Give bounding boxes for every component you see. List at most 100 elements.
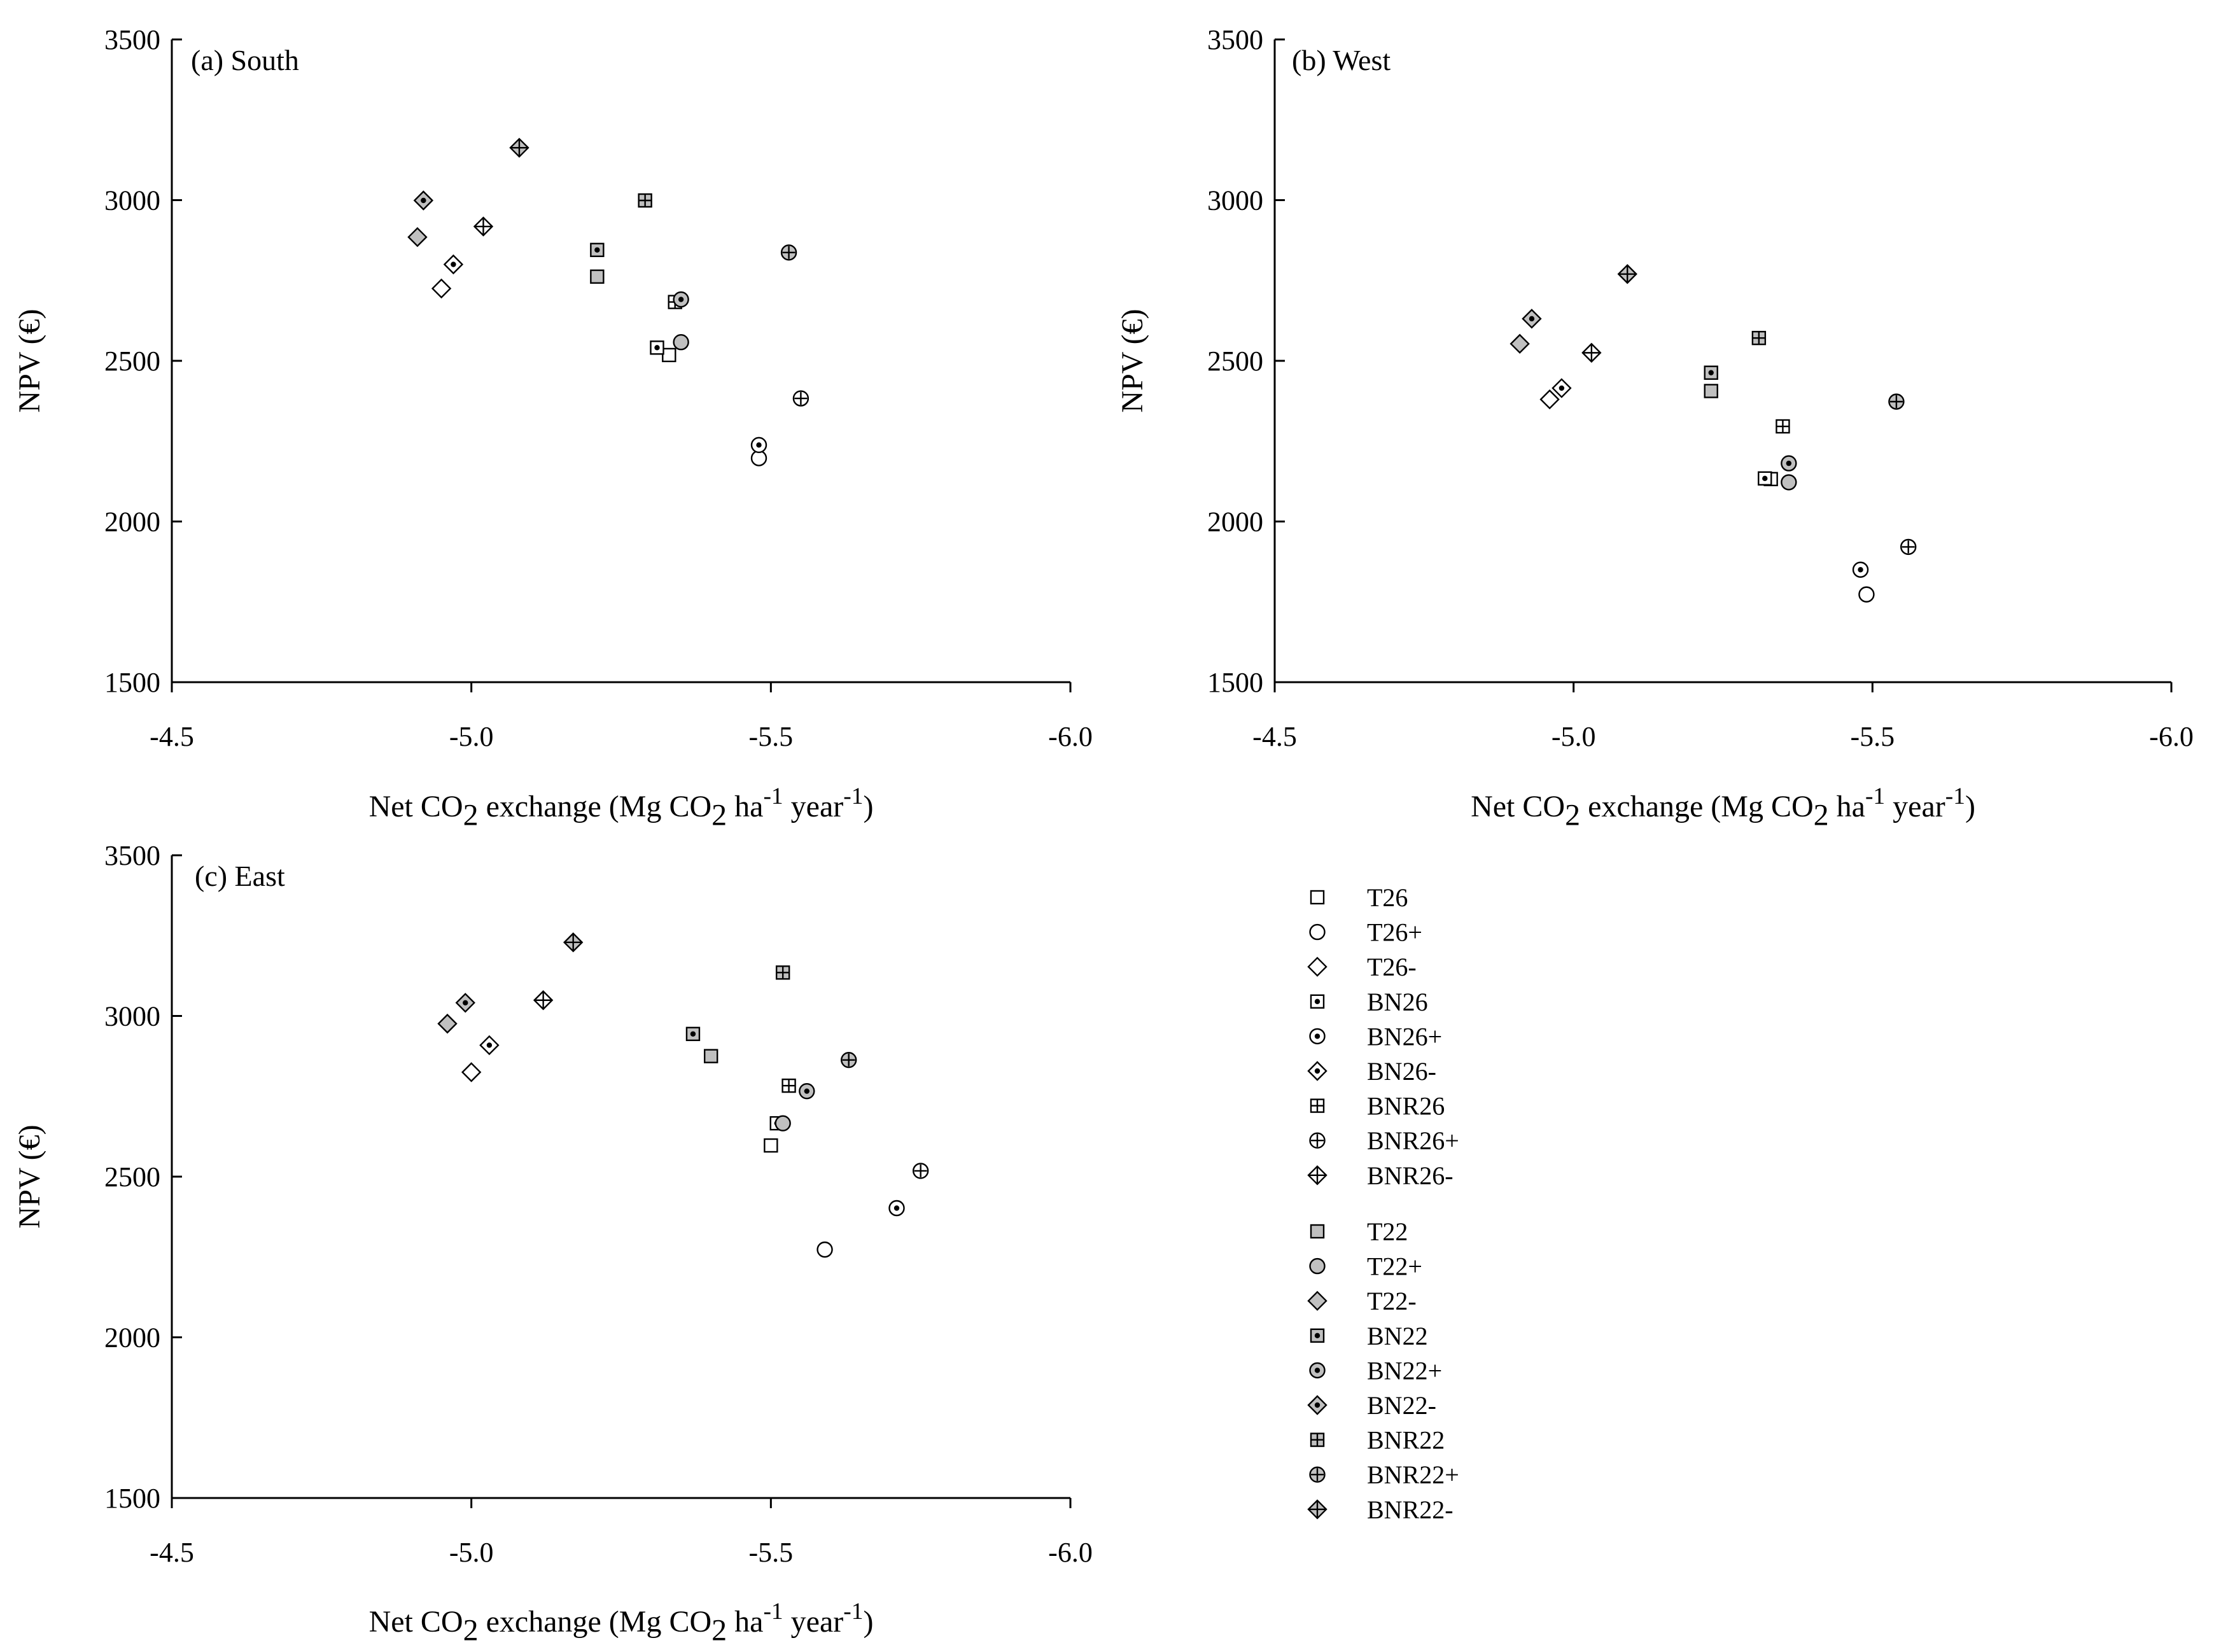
y-tick-label: 2000 xyxy=(1207,507,1263,538)
legend-marker xyxy=(1309,923,1326,941)
legend-label: BNR22- xyxy=(1367,1495,1454,1524)
y-tick-label: 3500 xyxy=(104,24,160,55)
y-tick-label: 2500 xyxy=(104,1161,160,1193)
point-t22-plus xyxy=(673,334,689,351)
point-t22-plus xyxy=(1781,474,1797,491)
point-bn22-plus xyxy=(673,291,689,308)
legend-marker xyxy=(1307,1061,1328,1081)
legend-marker xyxy=(1307,956,1328,977)
x-tick-label: -5.0 xyxy=(449,721,494,752)
legend-label: BNR26- xyxy=(1367,1161,1454,1190)
point-bnr26 xyxy=(781,1078,796,1093)
legend-marker xyxy=(1309,1257,1326,1275)
x-axis-title: Net CO2 exchange (Mg CO2 ha-1 year-1) xyxy=(369,1599,874,1648)
legend-marker xyxy=(1310,1432,1325,1447)
x-tick-label: -4.5 xyxy=(150,1537,194,1568)
y-tick-label: 3500 xyxy=(104,840,160,871)
legend-label: BNR22+ xyxy=(1367,1460,1459,1489)
legend-label: BNR22 xyxy=(1367,1426,1445,1455)
point-bn26 xyxy=(650,340,664,355)
point-t26 xyxy=(662,347,676,363)
x-tick-label: -5.5 xyxy=(749,1537,794,1568)
legend-marker xyxy=(1307,1165,1328,1186)
legend-marker xyxy=(1309,1362,1326,1379)
legend-label: BN26 xyxy=(1367,988,1428,1016)
x-tick-label: -6.0 xyxy=(1048,1537,1093,1568)
point-bnr26-minus xyxy=(1581,342,1602,363)
legend-marker xyxy=(1307,1291,1328,1311)
y-tick-label: 2000 xyxy=(104,1322,160,1354)
point-bnr26 xyxy=(1776,419,1790,434)
y-tick-label: 2500 xyxy=(104,346,160,377)
x-tick-label: -4.5 xyxy=(1252,721,1297,752)
legend-label: BNR26 xyxy=(1367,1092,1445,1121)
point-bnr26-plus xyxy=(1900,538,1917,556)
panel-label: (b) West xyxy=(1292,44,1391,76)
point-bnr26-minus xyxy=(533,990,554,1011)
x-axis-title: Net CO2 exchange (Mg CO2 ha-1 year-1) xyxy=(1471,783,1975,832)
point-bn26-minus xyxy=(443,254,464,275)
point-bnr26-plus xyxy=(912,1163,929,1179)
point-bnr26-plus xyxy=(792,390,809,407)
y-tick-label: 3000 xyxy=(104,185,160,216)
legend-label: BN22+ xyxy=(1367,1356,1442,1385)
legend-label: T22 xyxy=(1367,1217,1408,1246)
legend: T26 T26+ T26- BN26 BN26+ BN26- BNR26 BNR26+ BNR2… xyxy=(1307,883,1459,1524)
legend-label: T22- xyxy=(1367,1287,1417,1315)
point-t22 xyxy=(703,1049,718,1063)
point-bn22 xyxy=(1704,365,1718,380)
point-t22-minus xyxy=(437,1013,458,1034)
legend-label: T26 xyxy=(1367,883,1408,912)
chart-panel-1: 1500 2000 2500 3000 3500 -4.5 -5.0 -5.5 -6.0 (a) … xyxy=(13,24,1093,832)
chart-panel-3: 1500 2000 2500 3000 3500 -4.5 -5.0 -5.5 -6.0 (c) … xyxy=(13,840,1093,1647)
x-tick-label: -5.0 xyxy=(1552,721,1596,752)
legend-marker xyxy=(1307,1499,1328,1520)
point-t26-minus xyxy=(431,278,452,299)
point-bn26-plus xyxy=(888,1200,905,1217)
y-tick-label: 2500 xyxy=(1207,346,1263,377)
legend-label: BN22- xyxy=(1367,1391,1436,1420)
point-bnr22 xyxy=(1751,330,1767,346)
x-tick-label: -4.5 xyxy=(150,721,194,752)
point-bnr22 xyxy=(775,965,790,980)
point-t22-minus xyxy=(1510,333,1530,354)
point-bn26-plus xyxy=(1852,561,1869,578)
y-tick-label: 3500 xyxy=(1207,24,1263,55)
legend-marker xyxy=(1310,1328,1325,1343)
legend-label: BN22 xyxy=(1367,1322,1428,1350)
legend-marker xyxy=(1307,1395,1328,1415)
y-axis-title: NPV (€) xyxy=(13,309,46,412)
x-tick-label: -6.0 xyxy=(2149,721,2194,752)
point-bnr22-plus xyxy=(1888,393,1905,410)
y-tick-label: 3000 xyxy=(104,1001,160,1032)
legend-label: T26+ xyxy=(1367,918,1422,947)
legend-marker xyxy=(1310,890,1325,905)
point-bn22 xyxy=(685,1026,701,1041)
legend-label: T26- xyxy=(1367,953,1417,981)
point-t22-plus xyxy=(774,1115,791,1131)
point-bn26-plus xyxy=(750,437,767,454)
point-bnr22-plus xyxy=(780,244,797,261)
point-t22-minus xyxy=(407,227,428,248)
x-tick-label: -6.0 xyxy=(1048,721,1093,752)
point-bn22-plus xyxy=(1781,455,1797,472)
legend-marker xyxy=(1310,1224,1325,1239)
point-t26-minus xyxy=(1539,389,1560,410)
point-bnr22 xyxy=(638,193,652,208)
point-t22 xyxy=(1704,384,1718,398)
legend-label: T22+ xyxy=(1367,1252,1422,1281)
chart-panel-2: 1500 2000 2500 3000 3500 -4.5 -5.0 -5.5 -6.0 (b) … xyxy=(1116,24,2194,832)
point-t26-plus xyxy=(1858,586,1875,603)
y-axis-title: NPV (€) xyxy=(1116,309,1149,412)
point-bn22-plus xyxy=(799,1082,815,1100)
legend-marker xyxy=(1309,1028,1326,1045)
point-bn26 xyxy=(1758,471,1772,486)
legend-marker xyxy=(1309,1466,1326,1483)
y-tick-label: 3000 xyxy=(1207,185,1263,216)
legend-marker xyxy=(1310,1098,1325,1113)
y-axis-title: NPV (€) xyxy=(13,1124,46,1228)
point-bn22-minus xyxy=(455,993,475,1013)
legend-marker xyxy=(1309,1132,1326,1149)
point-bn22-minus xyxy=(1522,309,1542,329)
